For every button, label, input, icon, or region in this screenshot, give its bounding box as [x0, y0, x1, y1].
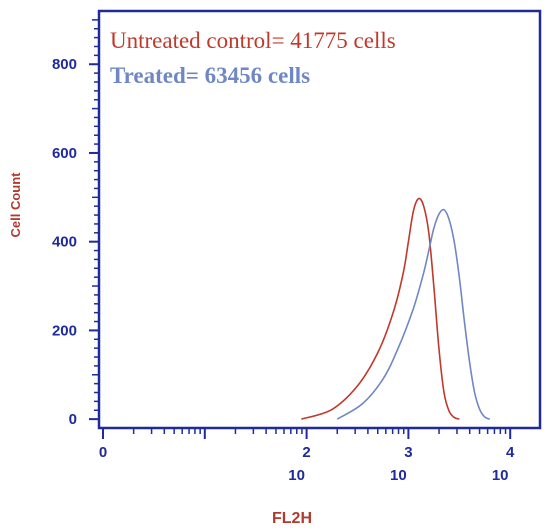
legend-entry-0: Untreated control= 41775 cells: [110, 28, 396, 53]
legend-entry-1: Treated= 63456 cells: [110, 63, 310, 88]
plot-area: [97, 9, 542, 430]
x-tick-exponent: 2: [302, 444, 310, 461]
x-axis-title: FL2H: [272, 510, 312, 527]
curves-layer: [301, 197, 491, 420]
x-axis-ticks: 0102103104105: [99, 428, 515, 484]
y-axis-title: Cell Count: [8, 172, 23, 238]
series-line-1: [336, 208, 491, 420]
legend: Untreated control= 41775 cells Treated= 6…: [110, 28, 396, 88]
x-tick-label: 10: [492, 467, 509, 484]
y-tick-label: 200: [52, 322, 77, 339]
x-tick-exponent: 4: [506, 444, 515, 461]
x-tick-exponent: 3: [404, 444, 412, 461]
x-tick-exponent: 0: [99, 444, 107, 461]
y-tick-label: 400: [52, 234, 77, 251]
y-axis-ticks: 0 200 400 600 800: [52, 19, 99, 428]
series-line-0: [301, 197, 460, 420]
x-tick-label: 10: [390, 467, 407, 484]
y-tick-label: 0: [69, 411, 77, 428]
x-tick-label: 10: [288, 467, 305, 484]
y-tick-label: 800: [52, 56, 77, 73]
y-tick-label: 600: [52, 145, 77, 162]
